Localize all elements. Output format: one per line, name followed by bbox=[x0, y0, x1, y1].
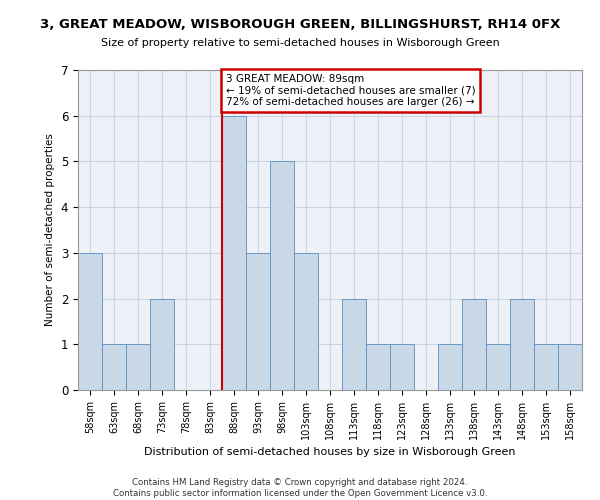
Bar bbox=[246, 253, 270, 390]
Bar bbox=[510, 298, 534, 390]
Text: 3, GREAT MEADOW, WISBOROUGH GREEN, BILLINGSHURST, RH14 0FX: 3, GREAT MEADOW, WISBOROUGH GREEN, BILLI… bbox=[40, 18, 560, 30]
Bar bbox=[462, 298, 486, 390]
Bar bbox=[102, 344, 126, 390]
Bar bbox=[126, 344, 150, 390]
Bar bbox=[294, 253, 318, 390]
Bar bbox=[150, 298, 174, 390]
Text: Contains HM Land Registry data © Crown copyright and database right 2024.
Contai: Contains HM Land Registry data © Crown c… bbox=[113, 478, 487, 498]
Bar bbox=[222, 116, 246, 390]
Bar bbox=[438, 344, 462, 390]
Bar bbox=[534, 344, 558, 390]
Text: Size of property relative to semi-detached houses in Wisborough Green: Size of property relative to semi-detach… bbox=[101, 38, 499, 48]
Bar bbox=[366, 344, 390, 390]
Y-axis label: Number of semi-detached properties: Number of semi-detached properties bbox=[45, 134, 55, 326]
Bar bbox=[270, 162, 294, 390]
Bar bbox=[558, 344, 582, 390]
X-axis label: Distribution of semi-detached houses by size in Wisborough Green: Distribution of semi-detached houses by … bbox=[144, 448, 516, 458]
Bar bbox=[342, 298, 366, 390]
Bar bbox=[390, 344, 414, 390]
Bar bbox=[486, 344, 510, 390]
Text: 3 GREAT MEADOW: 89sqm
← 19% of semi-detached houses are smaller (7)
72% of semi-: 3 GREAT MEADOW: 89sqm ← 19% of semi-deta… bbox=[226, 74, 475, 107]
Bar bbox=[78, 253, 102, 390]
